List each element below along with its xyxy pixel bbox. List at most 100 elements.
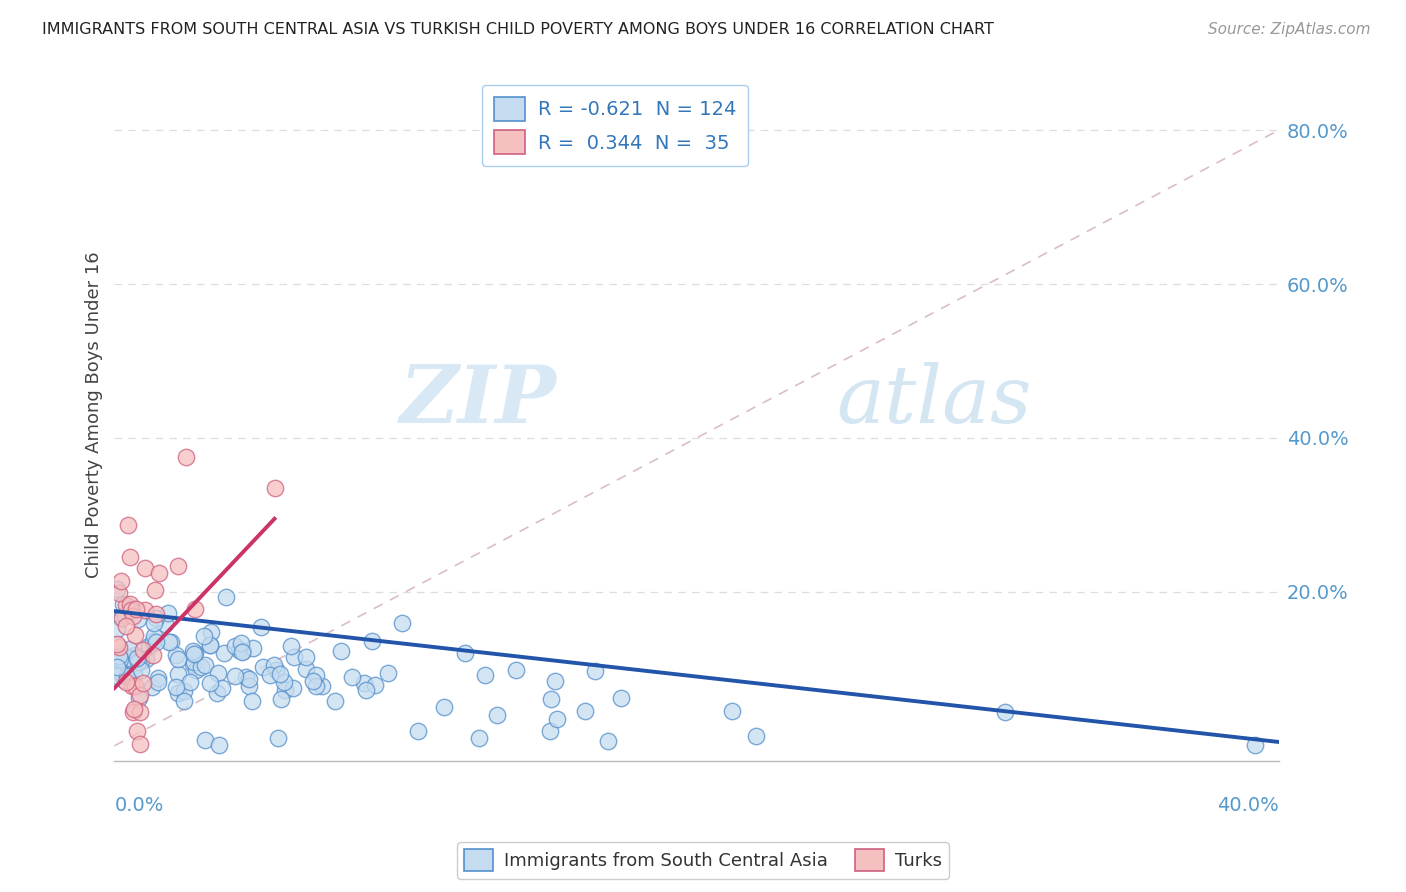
Point <box>205 686 228 700</box>
Point <box>283 649 305 664</box>
Point <box>121 601 143 615</box>
Point <box>145 634 167 648</box>
Point <box>124 679 146 693</box>
Point <box>280 640 302 654</box>
Point <box>142 633 165 648</box>
Text: IMMIGRANTS FROM SOUTH CENTRAL ASIA VS TURKISH CHILD POVERTY AMONG BOYS UNDER 16 : IMMIGRANTS FROM SOUTH CENTRAL ASIA VS TU… <box>42 22 994 37</box>
Point <box>135 651 157 665</box>
Point <box>193 732 215 747</box>
Point <box>124 658 146 673</box>
Point <box>274 682 297 697</box>
Point <box>122 608 145 623</box>
Point <box>120 549 142 564</box>
Point <box>193 629 215 643</box>
Point <box>281 681 304 696</box>
Point <box>181 657 204 672</box>
Point <box>107 585 129 599</box>
Point <box>540 692 562 706</box>
Point <box>105 660 128 674</box>
Point <box>129 654 152 668</box>
Point <box>183 647 205 661</box>
Point <box>505 664 527 678</box>
Text: ZIP: ZIP <box>399 362 557 440</box>
Point <box>108 665 131 679</box>
Point <box>145 607 167 621</box>
Point <box>184 646 207 660</box>
Point <box>110 611 132 625</box>
Y-axis label: Child Poverty Among Boys Under 16: Child Poverty Among Boys Under 16 <box>86 252 103 578</box>
Point <box>250 620 273 634</box>
Point <box>105 582 128 596</box>
Point <box>108 652 131 666</box>
Point <box>294 650 316 665</box>
Point <box>128 737 150 751</box>
Point <box>610 691 633 706</box>
Point <box>252 660 274 674</box>
Point <box>301 673 323 688</box>
Point <box>127 723 149 738</box>
Point <box>304 668 326 682</box>
Point <box>120 603 142 617</box>
Point <box>377 666 399 681</box>
Point <box>391 615 413 630</box>
Point <box>146 674 169 689</box>
Point <box>153 616 176 631</box>
Point <box>294 662 316 676</box>
Point <box>207 666 229 681</box>
Point <box>157 634 180 648</box>
Point <box>132 643 155 657</box>
Point <box>117 518 139 533</box>
Point <box>267 731 290 746</box>
Point <box>124 628 146 642</box>
Point <box>330 644 353 658</box>
Point <box>721 704 744 718</box>
Point <box>325 693 347 707</box>
Point <box>273 674 295 689</box>
Point <box>124 702 146 716</box>
Point <box>238 672 260 686</box>
Point <box>141 680 163 694</box>
Point <box>128 705 150 719</box>
Point <box>174 450 197 465</box>
Point <box>212 647 235 661</box>
Point <box>364 678 387 692</box>
Point <box>134 560 156 574</box>
Point <box>125 651 148 665</box>
Text: 40.0%: 40.0% <box>1218 796 1278 815</box>
Point <box>259 668 281 682</box>
Point <box>118 651 141 665</box>
Point <box>166 648 188 662</box>
Point <box>994 705 1017 719</box>
Point <box>264 663 287 677</box>
Point <box>574 704 596 718</box>
Point <box>118 642 141 657</box>
Point <box>208 738 231 752</box>
Point <box>231 645 253 659</box>
Point <box>745 729 768 743</box>
Point <box>538 724 561 739</box>
Point <box>467 731 489 745</box>
Point <box>311 679 333 693</box>
Point <box>211 681 233 696</box>
Point <box>132 675 155 690</box>
Text: atlas: atlas <box>837 362 1032 440</box>
Point <box>305 679 328 693</box>
Point <box>122 667 145 681</box>
Point <box>173 684 195 698</box>
Legend: Immigrants from South Central Asia, Turks: Immigrants from South Central Asia, Turk… <box>457 842 949 879</box>
Point <box>1244 738 1267 752</box>
Point <box>354 683 377 698</box>
Text: Source: ZipAtlas.com: Source: ZipAtlas.com <box>1208 22 1371 37</box>
Point <box>110 574 132 589</box>
Point <box>125 602 148 616</box>
Point <box>229 636 252 650</box>
Point <box>128 691 150 706</box>
Point <box>110 611 132 625</box>
Point <box>127 612 149 626</box>
Point <box>485 707 508 722</box>
Point <box>121 679 143 693</box>
Point <box>232 644 254 658</box>
Point <box>353 676 375 690</box>
Legend: R = -0.621  N = 124, R =  0.344  N =  35: R = -0.621 N = 124, R = 0.344 N = 35 <box>482 85 748 166</box>
Point <box>166 651 188 665</box>
